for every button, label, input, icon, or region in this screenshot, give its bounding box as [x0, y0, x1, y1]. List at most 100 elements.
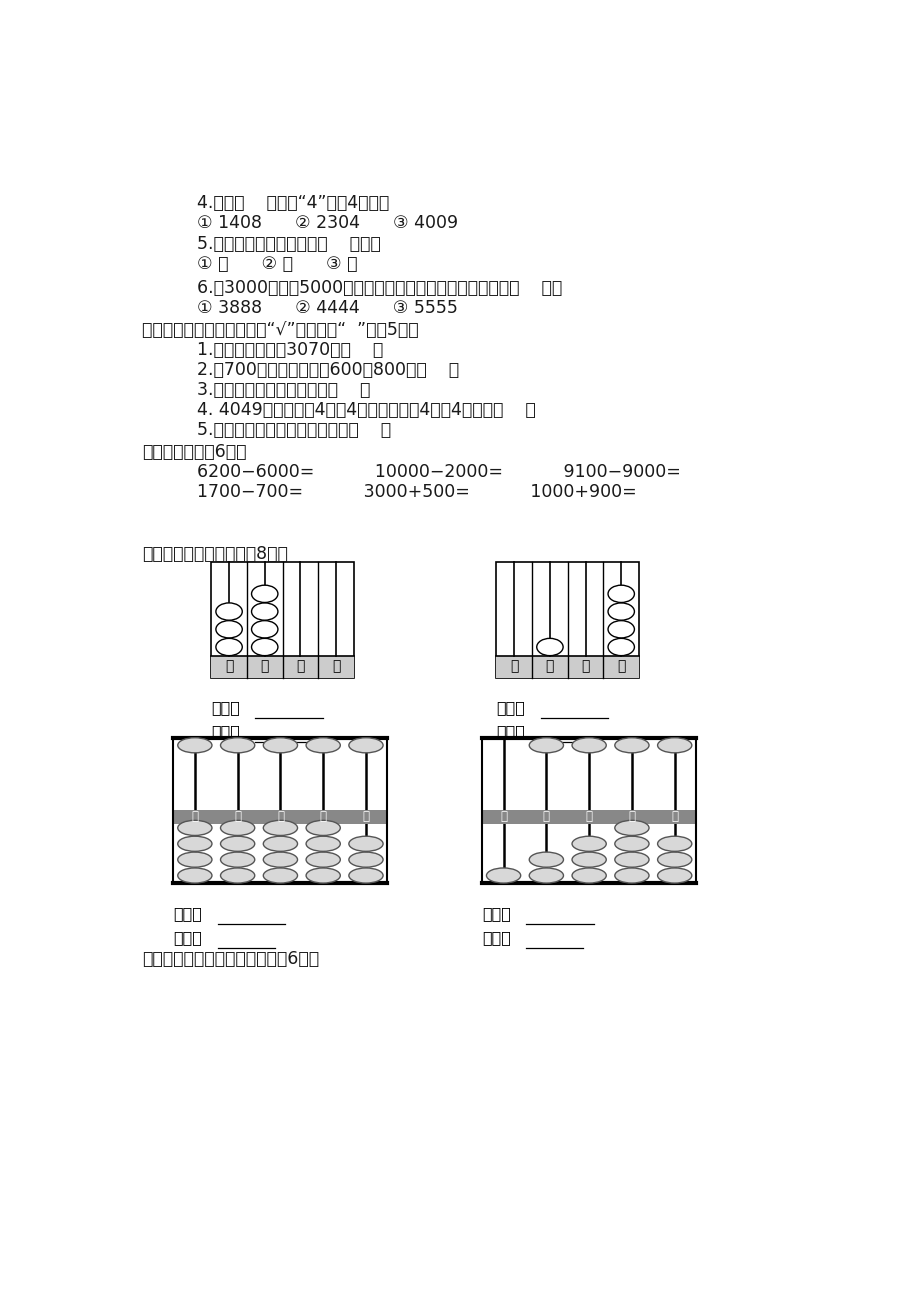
Text: 5.一台笔记本电脑大约二（    ）元。: 5.一台笔记本电脑大约二（ ）元。 — [197, 236, 380, 254]
Text: 百: 百 — [585, 810, 592, 823]
Text: 百: 百 — [260, 660, 268, 673]
Bar — [211, 562, 354, 677]
Text: 五、读一读，写一写。（8分）: 五、读一读，写一写。（8分） — [142, 546, 288, 564]
Ellipse shape — [528, 868, 562, 883]
Ellipse shape — [177, 836, 211, 852]
Text: 6200−6000=           10000−2000=           9100−9000=: 6200−6000= 10000−2000= 9100−9000= — [197, 464, 680, 480]
Ellipse shape — [306, 868, 340, 883]
Ellipse shape — [221, 820, 255, 836]
Text: 个: 个 — [617, 660, 625, 673]
Ellipse shape — [572, 852, 606, 867]
Text: ① 十      ② 百      ③ 千: ① 十 ② 百 ③ 千 — [197, 255, 357, 273]
Ellipse shape — [657, 868, 691, 883]
Ellipse shape — [348, 738, 382, 753]
Ellipse shape — [221, 836, 255, 852]
Ellipse shape — [251, 638, 278, 656]
Ellipse shape — [657, 852, 691, 867]
Text: 读作：: 读作： — [496, 699, 525, 715]
Text: 三、我是小法官。（对的画“√”，错的画“  ”）（5分）: 三、我是小法官。（对的画“√”，错的画“ ”）（5分） — [142, 320, 418, 339]
Text: 写作：: 写作： — [496, 724, 525, 738]
Ellipse shape — [607, 638, 634, 656]
Text: 4. 4049中，左边的4表示4个千，右边的4表示4个十。（    ）: 4. 4049中，左边的4表示4个千，右边的4表示4个十。（ ） — [197, 401, 535, 419]
Ellipse shape — [348, 868, 382, 883]
Text: 2.和700相邻的两个数是600和800。（    ）: 2.和700相邻的两个数是600和800。（ ） — [197, 361, 459, 379]
Ellipse shape — [306, 820, 340, 836]
Text: 万: 万 — [191, 810, 199, 823]
Text: 十: 十 — [296, 660, 304, 673]
Text: 百: 百 — [277, 810, 284, 823]
Ellipse shape — [614, 868, 648, 883]
Text: 百: 百 — [545, 660, 553, 673]
Text: 十: 十 — [628, 810, 635, 823]
Ellipse shape — [572, 836, 606, 852]
Ellipse shape — [607, 585, 634, 603]
Ellipse shape — [607, 603, 634, 620]
Ellipse shape — [263, 836, 297, 852]
Text: 四、我会算。（6分）: 四、我会算。（6分） — [142, 443, 246, 461]
Text: 写作：: 写作： — [211, 724, 240, 738]
Bar — [174, 810, 387, 824]
Ellipse shape — [177, 868, 211, 883]
Ellipse shape — [221, 852, 255, 867]
Text: 写作：: 写作： — [482, 930, 511, 945]
Ellipse shape — [528, 738, 562, 753]
Ellipse shape — [177, 738, 211, 753]
Ellipse shape — [216, 603, 242, 620]
Text: 个: 个 — [362, 810, 369, 823]
Ellipse shape — [657, 738, 691, 753]
Ellipse shape — [177, 820, 211, 836]
Text: 万: 万 — [500, 810, 506, 823]
Text: 5.读数和写数，都要从高位起。（    ）: 5.读数和写数，都要从高位起。（ ） — [197, 421, 391, 439]
Ellipse shape — [221, 868, 255, 883]
Text: 读作：: 读作： — [482, 906, 511, 921]
Ellipse shape — [216, 638, 242, 656]
Ellipse shape — [306, 738, 340, 753]
Ellipse shape — [614, 852, 648, 867]
Bar — [496, 562, 639, 677]
Ellipse shape — [251, 603, 278, 620]
Ellipse shape — [216, 621, 242, 638]
Ellipse shape — [348, 852, 382, 867]
Text: 写作：: 写作： — [174, 930, 202, 945]
Text: 6.比3000大，比5000小，且每个数位上数字都相同的数是（    ）。: 6.比3000大，比5000小，且每个数位上数字都相同的数是（ ）。 — [197, 279, 562, 297]
Text: 千: 千 — [542, 810, 550, 823]
Ellipse shape — [263, 820, 297, 836]
Ellipse shape — [614, 836, 648, 852]
Ellipse shape — [348, 836, 382, 852]
Text: 3.从左边起第四位是万位。（    ）: 3.从左边起第四位是万位。（ ） — [197, 380, 370, 398]
Ellipse shape — [251, 585, 278, 603]
Text: 千: 千 — [224, 660, 233, 673]
Text: 六、小兔子回家。（连一连）（6分）: 六、小兔子回家。（连一连）（6分） — [142, 950, 319, 969]
Bar — [496, 656, 639, 677]
Bar — [211, 656, 354, 677]
Ellipse shape — [306, 836, 340, 852]
Text: 十: 十 — [581, 660, 589, 673]
Ellipse shape — [177, 852, 211, 867]
Ellipse shape — [263, 738, 297, 753]
Ellipse shape — [263, 852, 297, 867]
Text: 4.下面（    ）中的“4”表示4个千。: 4.下面（ ）中的“4”表示4个千。 — [197, 194, 389, 212]
Bar — [482, 810, 696, 824]
Ellipse shape — [614, 738, 648, 753]
Ellipse shape — [306, 852, 340, 867]
Text: 千: 千 — [509, 660, 518, 673]
Ellipse shape — [221, 738, 255, 753]
Text: 个: 个 — [332, 660, 340, 673]
Ellipse shape — [614, 820, 648, 836]
Ellipse shape — [263, 868, 297, 883]
Text: 1.三千零七写作：3070。（    ）: 1.三千零七写作：3070。（ ） — [197, 341, 383, 359]
Text: 千: 千 — [233, 810, 241, 823]
Text: 个: 个 — [671, 810, 677, 823]
Ellipse shape — [536, 638, 562, 656]
Text: 十: 十 — [319, 810, 326, 823]
Text: 读作：: 读作： — [174, 906, 202, 921]
Text: ① 3888      ② 4444      ③ 5555: ① 3888 ② 4444 ③ 5555 — [197, 298, 458, 316]
Ellipse shape — [572, 738, 606, 753]
Text: ① 1408      ② 2304      ③ 4009: ① 1408 ② 2304 ③ 4009 — [197, 215, 458, 232]
Text: 读作：: 读作： — [211, 699, 240, 715]
Ellipse shape — [657, 836, 691, 852]
Ellipse shape — [251, 621, 278, 638]
Ellipse shape — [486, 868, 520, 883]
Ellipse shape — [528, 852, 562, 867]
Text: 1700−700=           3000+500=           1000+900=: 1700−700= 3000+500= 1000+900= — [197, 483, 636, 501]
